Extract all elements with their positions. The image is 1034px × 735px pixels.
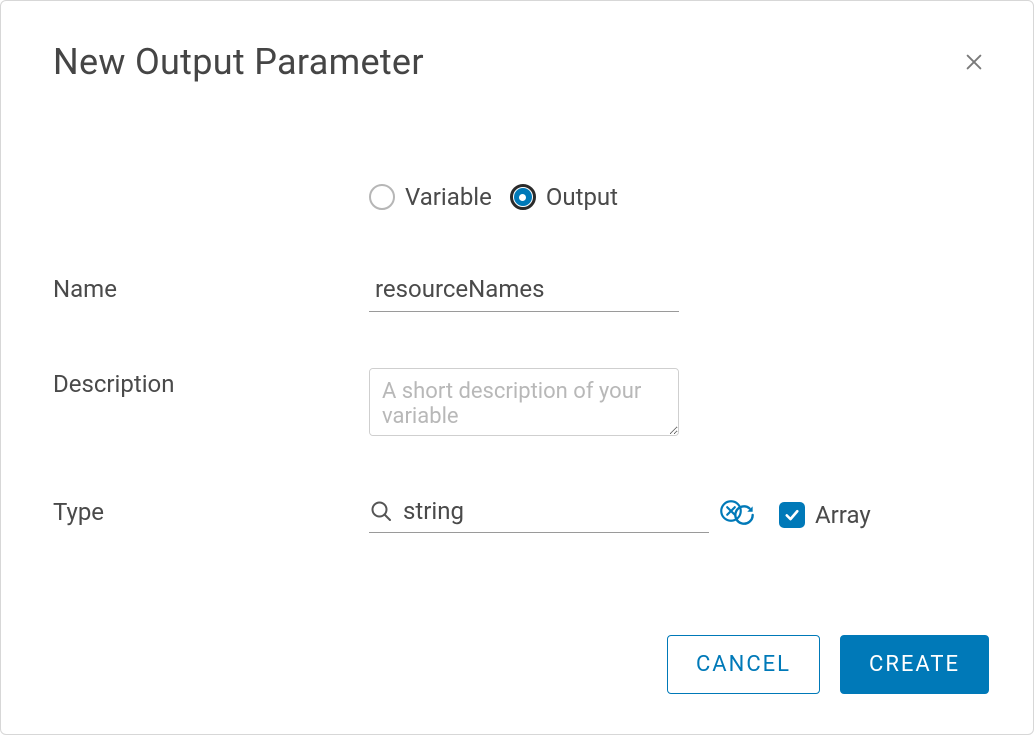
- array-checkbox[interactable]: Array: [779, 501, 871, 529]
- radio-option-variable[interactable]: Variable: [369, 183, 492, 211]
- close-button[interactable]: [959, 47, 989, 77]
- new-output-parameter-dialog: New Output Parameter Variable Output Nam…: [0, 0, 1034, 735]
- name-label: Name: [53, 273, 369, 303]
- checkbox-checked-icon: [779, 502, 805, 528]
- radio-option-output[interactable]: Output: [510, 183, 618, 211]
- create-button[interactable]: CREATE: [840, 635, 989, 694]
- cancel-button[interactable]: CANCEL: [667, 635, 820, 694]
- search-icon: [369, 499, 393, 523]
- radio-label-variable: Variable: [405, 183, 492, 211]
- type-label: Type: [53, 496, 369, 526]
- dialog-title: New Output Parameter: [53, 41, 424, 83]
- dialog-footer: CANCEL CREATE: [667, 635, 989, 694]
- type-refresh-button[interactable]: [729, 500, 759, 530]
- dialog-body: Variable Output Name Description Type: [53, 183, 989, 533]
- type-search-wrap: [369, 496, 709, 533]
- type-input[interactable]: [401, 496, 716, 526]
- refresh-icon: [731, 502, 757, 528]
- description-row: Description: [53, 368, 989, 440]
- description-textarea[interactable]: [369, 368, 679, 436]
- name-row: Name: [53, 273, 989, 312]
- radio-label-output: Output: [546, 183, 618, 211]
- description-label: Description: [53, 368, 369, 398]
- radio-icon: [369, 184, 395, 210]
- dialog-header: New Output Parameter: [53, 41, 989, 83]
- parameter-kind-radio-group: Variable Output: [369, 183, 989, 211]
- close-icon: [963, 51, 985, 73]
- array-checkbox-label: Array: [815, 501, 871, 529]
- type-row: Type: [53, 496, 989, 533]
- radio-icon: [510, 184, 536, 210]
- name-input[interactable]: [369, 273, 679, 312]
